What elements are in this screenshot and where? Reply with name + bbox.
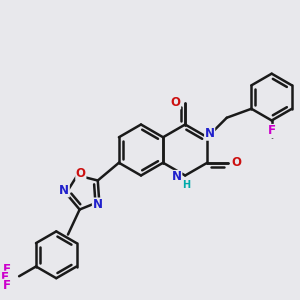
- Text: N: N: [59, 184, 69, 197]
- Text: N: N: [205, 127, 215, 140]
- Text: N: N: [172, 170, 182, 184]
- Text: O: O: [76, 167, 86, 180]
- Text: F: F: [2, 279, 11, 292]
- Text: O: O: [231, 156, 241, 169]
- Text: F: F: [2, 263, 11, 276]
- Text: O: O: [171, 96, 181, 109]
- Text: N: N: [92, 198, 102, 211]
- Text: F: F: [1, 271, 9, 284]
- Text: H: H: [183, 179, 191, 190]
- Text: F: F: [268, 124, 276, 137]
